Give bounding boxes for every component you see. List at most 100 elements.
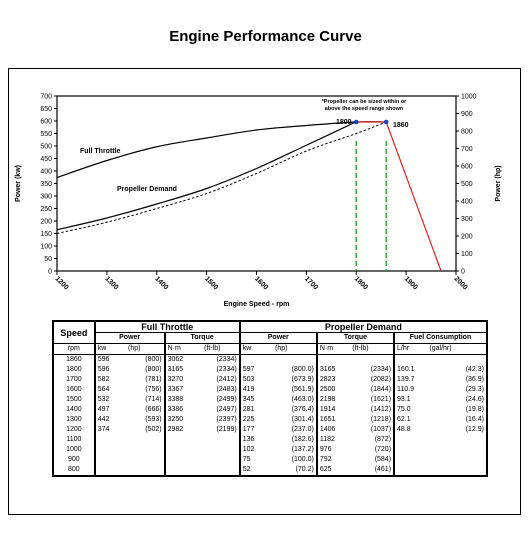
- table-cell: (463.0): [291, 396, 314, 403]
- table-cell: [427, 354, 488, 365]
- x-tick-label: 2000: [453, 275, 469, 291]
- y-left-tick-label: 650: [40, 106, 52, 113]
- table-cell: (502): [145, 426, 162, 433]
- table-cell: [238, 354, 274, 365]
- table-cell: (2499): [216, 396, 237, 403]
- unit-header: L/hr: [393, 343, 428, 355]
- table-cell: 800: [52, 465, 95, 477]
- y-left-tick-label: 50: [44, 256, 52, 263]
- table-cell: (19.8): [427, 405, 488, 415]
- table-cell: 1400: [52, 405, 95, 415]
- table-cell: 1182: [315, 435, 351, 445]
- table-cell: (666): [145, 406, 162, 413]
- curve-point-marker: [383, 119, 389, 125]
- table-cell: [93, 435, 126, 445]
- y-left-tick-label: 550: [40, 131, 52, 138]
- table-cell: [315, 354, 351, 365]
- table-cell: (1844): [370, 386, 392, 393]
- performance-chart: 1200 1300 1400 1500 1600 1700 1800 1900 20000501…: [15, 94, 502, 309]
- y-right-tick-label: 100: [461, 251, 473, 258]
- table-cell: [93, 465, 126, 477]
- y-right-tick-label: 200: [461, 234, 473, 241]
- table-cell: 3270: [163, 375, 203, 385]
- table-cell: (2082): [370, 376, 392, 383]
- table-cell: 1860: [52, 354, 95, 365]
- group-header-full-throttle: Full Throttle: [93, 320, 240, 333]
- unit-header: (ft-lb): [350, 343, 395, 355]
- table-cell: 177: [238, 425, 274, 435]
- table-cell: (800.0): [291, 366, 314, 373]
- propeller-demand-dashed-line: [56, 121, 387, 234]
- speed-header: Speed: [52, 320, 95, 344]
- y-left-tick-label: 700: [40, 94, 52, 101]
- table-cell: 225: [238, 415, 274, 425]
- table-cell: [202, 465, 240, 477]
- table-cell: [163, 435, 203, 445]
- performance-table: Speed Full Throttle Propeller Demand Pow…: [52, 320, 489, 477]
- table-cell: (237.0): [291, 426, 314, 433]
- table-cell: (720): [374, 446, 392, 453]
- table-cell: (2397): [216, 416, 237, 423]
- table-cell: (714): [145, 396, 162, 403]
- full-throttle-line: [56, 121, 387, 179]
- y-left-tick-label: 400: [40, 169, 52, 176]
- table-cell: [93, 455, 126, 465]
- unit-header: N·m: [315, 343, 351, 355]
- table-cell: 136: [238, 435, 274, 445]
- table-cell: 2982: [163, 425, 203, 435]
- table-cell: 596: [93, 354, 126, 365]
- table-row: 1600 564 (756) 3367 (2483) 419 (561.9) 2500 (184…: [52, 385, 488, 395]
- table-cell: (1218): [370, 416, 392, 423]
- table-cell: [393, 455, 428, 465]
- table-cell: [126, 445, 165, 455]
- table-cell: (756): [145, 386, 162, 393]
- table-cell: (12.9): [427, 425, 488, 435]
- table-row: 1860 596 (800) 3062 (2334): [52, 354, 488, 366]
- table-cell: 1000: [52, 445, 95, 455]
- y-left-tick-label: 500: [40, 144, 52, 151]
- unit-header: kw: [238, 343, 274, 355]
- table-cell: [126, 465, 165, 477]
- table-cell: 625: [315, 465, 351, 477]
- table-cell: 1600: [52, 385, 95, 395]
- table-row: 800 52 (70.2) 625 (461): [52, 465, 488, 477]
- table-cell: 110.9: [393, 385, 428, 395]
- table-cell: 1500: [52, 395, 95, 405]
- table-cell: 1200: [52, 425, 95, 435]
- table-cell: (781): [145, 376, 162, 383]
- table-cell: 345: [238, 395, 274, 405]
- table-cell: 102: [238, 445, 274, 455]
- subgroup-header: Torque: [315, 332, 395, 344]
- table-cell: [126, 455, 165, 465]
- table-cell: (376.4): [291, 406, 314, 413]
- y-right-tick-label: 400: [461, 199, 473, 206]
- table-row: 900 75 (100.0) 792 (584): [52, 455, 488, 465]
- table-cell: 1100: [52, 435, 95, 445]
- subgroup-header: Power: [238, 332, 317, 344]
- subgroup-header: Fuel Consumption: [393, 332, 488, 344]
- table-cell: (561.9): [291, 386, 314, 393]
- table-cell: 75.0: [393, 405, 428, 415]
- x-tick-label: 1900: [403, 275, 419, 291]
- unit-header: N·m: [163, 343, 203, 355]
- table-cell: (2199): [216, 426, 237, 433]
- table-cell: [202, 435, 240, 445]
- table-row: 1500 532 (714) 3388 (2499) 345 (463.0) 2198 (162…: [52, 395, 488, 405]
- table-cell: [163, 465, 203, 477]
- table-cell: [273, 355, 317, 366]
- y-left-tick-label: 150: [40, 231, 52, 238]
- table-cell: 93.1: [393, 395, 428, 405]
- x-tick-label: 1700: [303, 275, 319, 291]
- table-row: 1700 582 (781) 3270 (2412) 503 (673.9) 2823 (208…: [52, 375, 488, 385]
- table-cell: 2823: [315, 375, 351, 385]
- y-left-tick-label: 300: [40, 194, 52, 201]
- table-cell: (800): [145, 366, 162, 373]
- table-cell: (16.4): [427, 415, 488, 425]
- series-label-propeller-demand: Propeller Demand: [117, 186, 177, 193]
- annotation-line: *Propeller can be sized within or: [322, 99, 408, 105]
- y-right-tick-label: 900: [461, 111, 473, 118]
- propeller-demand-line: [56, 121, 357, 231]
- table-cell: 582: [93, 375, 126, 385]
- table-cell: [202, 445, 240, 455]
- table-cell: 3388: [163, 395, 203, 405]
